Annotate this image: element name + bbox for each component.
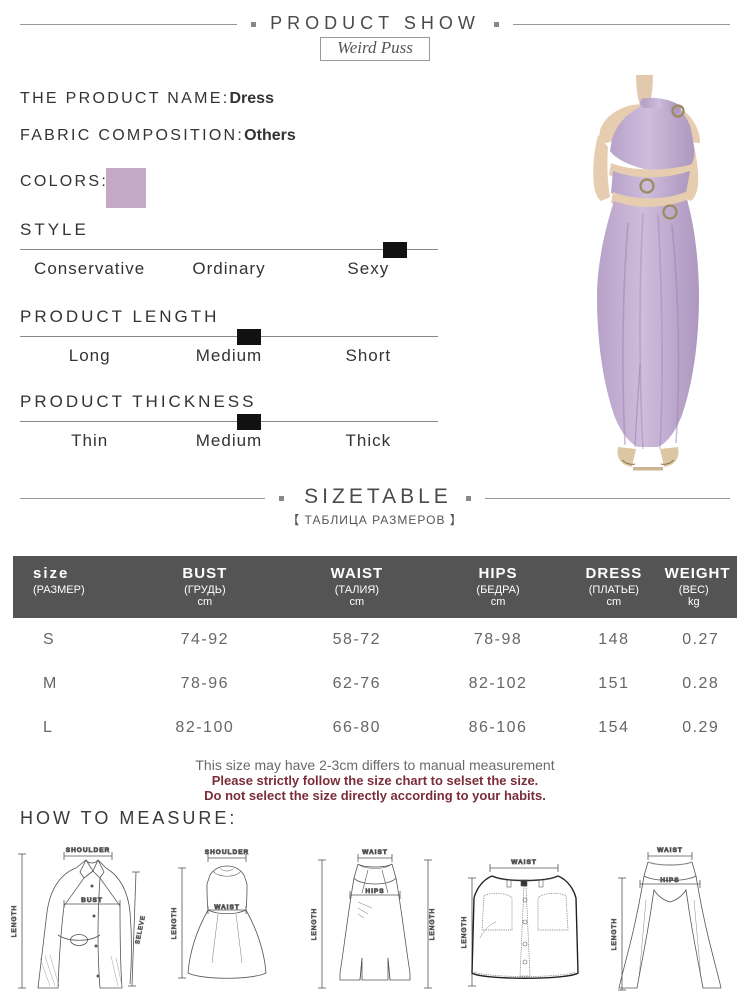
svg-text:SELEVE: SELEVE [135, 915, 147, 945]
svg-text:LENGTH: LENGTH [311, 908, 318, 940]
svg-text:LENGTH: LENGTH [171, 907, 178, 939]
svg-text:SHOULDER: SHOULDER [66, 847, 110, 854]
svg-text:WAIST: WAIST [362, 849, 388, 856]
svg-text:HIPS: HIPS [365, 888, 384, 895]
svg-text:BUST: BUST [81, 897, 103, 904]
svg-text:WAIST: WAIST [511, 859, 537, 866]
svg-text:LENGTH: LENGTH [429, 908, 436, 940]
svg-text:WAIST: WAIST [657, 847, 683, 854]
svg-text:LENGTH: LENGTH [461, 916, 468, 948]
svg-text:WAIST: WAIST [214, 904, 240, 911]
svg-text:HIPS: HIPS [660, 877, 679, 884]
svg-text:LENGTH: LENGTH [611, 918, 618, 950]
svg-text:LENGTH: LENGTH [11, 905, 18, 937]
svg-text:SHOULDER: SHOULDER [205, 849, 249, 856]
